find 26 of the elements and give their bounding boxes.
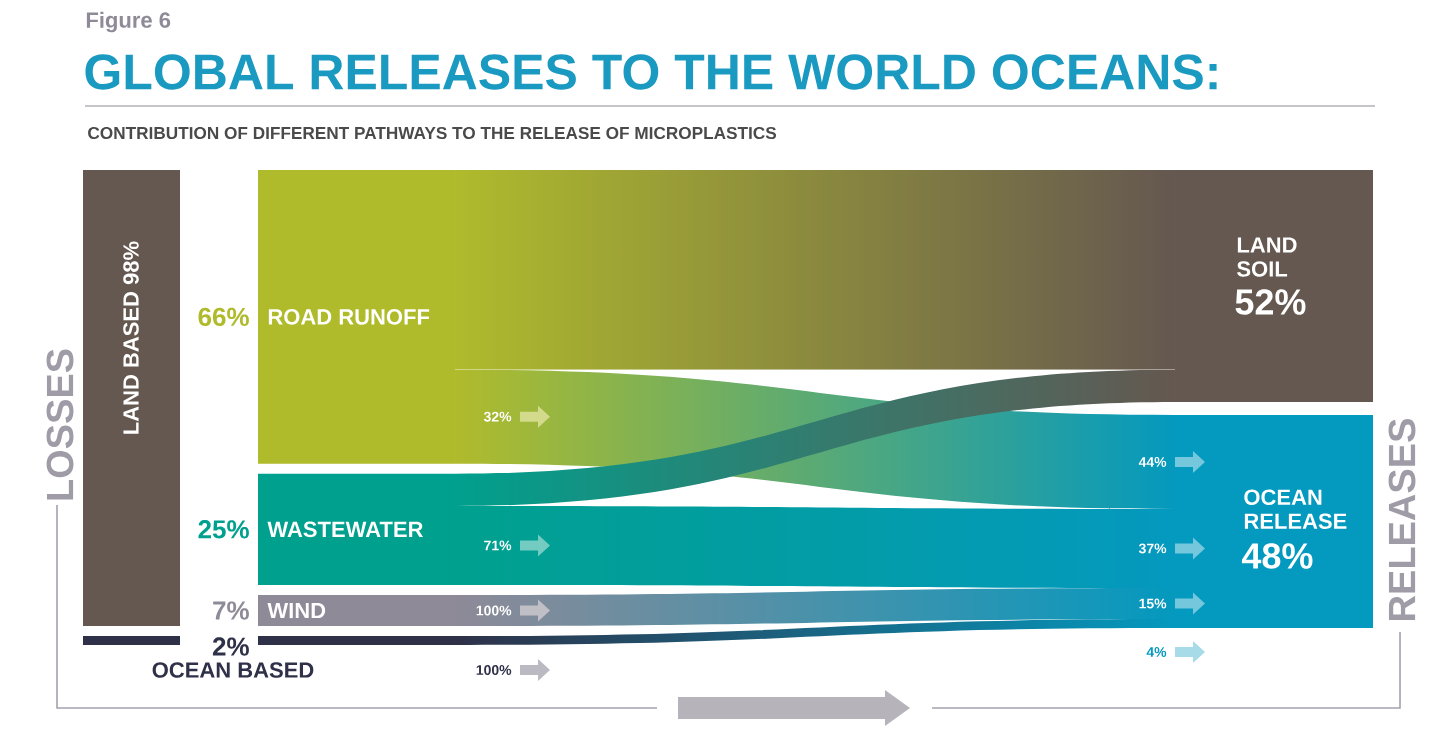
data-label: 66% (198, 307, 249, 327)
text: 44% (1138, 457, 1167, 467)
data-label: 100% (476, 665, 512, 675)
text: LAND SOIL (1237, 237, 1297, 277)
category-label: ROAD RUNOFF (268, 309, 430, 325)
category-label: WIND (267, 602, 326, 619)
text: LAND BASED 98% (123, 241, 139, 434)
data-label: 100% (476, 605, 512, 616)
text: 37% (1138, 543, 1167, 554)
text: RELEASES (1388, 419, 1416, 620)
data-label: 25% (198, 520, 249, 539)
data-label: 2% (212, 637, 249, 656)
text: CONTRIBUTION OF DIFFERENT PATHWAYS TO THE RELEASE OF MICROPLASTICS (88, 126, 777, 140)
text: 48% (1241, 543, 1313, 569)
data-label: 71% (484, 540, 512, 551)
text: OCEAN RELEASE (1244, 489, 1347, 529)
text: GLOBAL RELEASES TO THE WORLD OCEANS: (85, 54, 1217, 90)
text: 15% (1139, 598, 1167, 609)
text: 4% (1146, 647, 1167, 657)
text: LOSSES (46, 349, 74, 500)
caption: Figure 6 (86, 11, 171, 33)
data-label: 32% (483, 411, 512, 422)
category-label: WASTEWATER (267, 521, 423, 538)
category-label: OCEAN BASED (152, 662, 314, 678)
data-label: 7% (213, 601, 249, 620)
text: 52% (1235, 289, 1306, 315)
